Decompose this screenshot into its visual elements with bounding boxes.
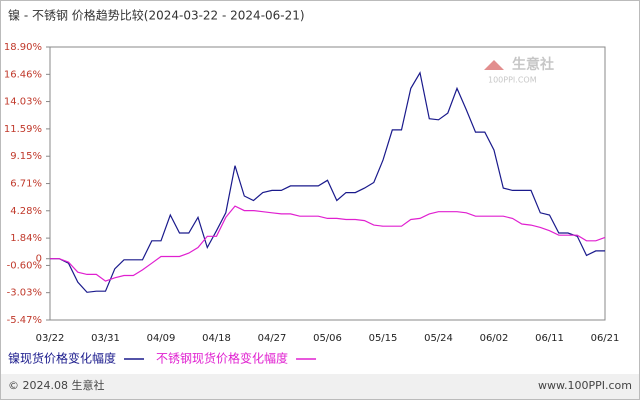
logo <box>484 60 504 70</box>
x-tick-label: 06/11 <box>535 333 564 344</box>
y-tick-label: 1.84% <box>10 233 42 244</box>
y-tick-label: 9.15% <box>10 151 42 162</box>
x-tick-label: 05/24 <box>424 333 453 344</box>
y-tick-label: 4.28% <box>10 206 42 217</box>
legend-label: 不锈钢现货价格变化幅度 <box>156 351 288 366</box>
watermark-name: 生意社 <box>512 56 554 73</box>
watermark: 生意社 100PPI.COM <box>484 56 554 85</box>
x-tick-label: 03/31 <box>91 333 120 344</box>
x-tick-label: 05/15 <box>369 333 398 344</box>
footer-url: www.100PPI.com <box>538 379 632 392</box>
x-tick-label: 04/27 <box>258 333 287 344</box>
x-tick-label: 04/18 <box>202 333 231 344</box>
x-tick-label: 05/06 <box>313 333 342 344</box>
chart-title: 镍 - 不锈钢 价格趋势比较(2024-03-22 - 2024-06-21) <box>8 8 305 23</box>
series-line <box>50 205 606 282</box>
y-tick-label: 11.59% <box>4 124 42 135</box>
x-tick-label: 03/22 <box>36 333 65 344</box>
x-tick-label: 04/09 <box>147 333 176 344</box>
y-tick-label: -5.47% <box>7 315 42 326</box>
series-line <box>50 71 605 293</box>
x-tick-label: 06/02 <box>480 333 509 344</box>
x-tick-label: 06/21 <box>591 333 620 344</box>
y-tick-label: 18.90% <box>4 42 42 53</box>
y-tick-label: 14.03% <box>4 97 42 108</box>
watermark-site: 100PPI.COM <box>488 76 537 85</box>
y-tick-label: 6.71% <box>10 179 42 190</box>
copyright: © 2024.08 生意社 <box>8 378 104 392</box>
footer-band <box>1 374 639 399</box>
y-tick-label: 16.46% <box>4 69 42 80</box>
y-tick-label: -0.60% <box>7 260 42 271</box>
y-tick-label: -3.03% <box>7 288 42 299</box>
legend-label: 镍现货价格变化幅度 <box>8 351 116 366</box>
y-tick-label: 0 <box>36 254 42 265</box>
